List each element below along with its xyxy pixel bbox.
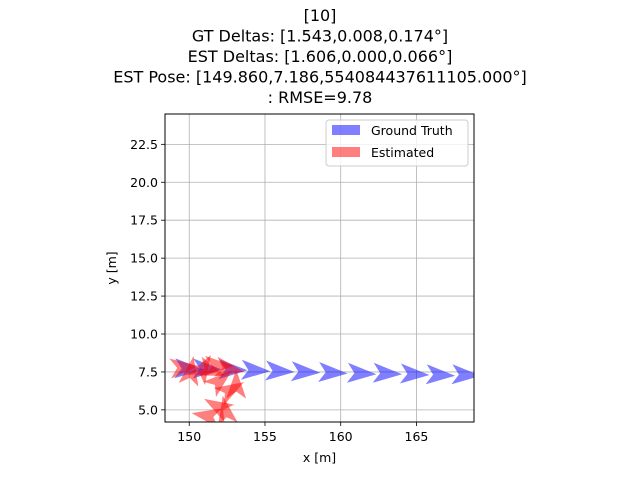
ground-truth-pose-arrow xyxy=(346,362,377,383)
legend-label-estimated: Estimated xyxy=(371,145,434,160)
ground-truth-pose-arrow xyxy=(240,359,271,380)
estimated-pose-arrow xyxy=(178,356,199,387)
estimated-pose-arrow xyxy=(191,408,222,422)
y-tick-label: 22.5 xyxy=(130,137,158,152)
legend-box xyxy=(325,119,469,167)
ground-truth-pose-arrow xyxy=(265,360,295,381)
data-series xyxy=(169,355,474,422)
estimated-pose-arrow xyxy=(226,369,247,399)
ground-truth-pose-arrow xyxy=(451,364,474,385)
legend-swatch-ground-truth xyxy=(332,125,360,135)
x-axis-label: x [m] xyxy=(303,450,336,465)
legend-label-ground-truth: Ground Truth xyxy=(371,123,453,138)
title-line-3: EST Pose: [149.860,7.186,554084437611105… xyxy=(113,68,527,87)
x-tick-label: 165 xyxy=(405,429,429,444)
y-tick-label: 5.0 xyxy=(138,402,158,417)
ground-truth-pose-arrow xyxy=(399,363,430,384)
x-tick-label: 150 xyxy=(177,429,201,444)
estimated-pose-arrow xyxy=(205,355,235,376)
estimated-pose-arrow xyxy=(203,370,232,398)
y-tick-label: 10.0 xyxy=(130,327,158,342)
ground-truth-pose-arrow xyxy=(372,362,403,383)
ground-truth-pose-arrow xyxy=(290,361,321,382)
title-line-4: : RMSE=9.78 xyxy=(268,88,373,107)
y-tick-label: 17.5 xyxy=(130,213,158,228)
y-tick-label: 20.0 xyxy=(130,175,158,190)
title-line-1: GT Deltas: [1.543,0.008,0.174°] xyxy=(192,27,448,46)
chart-title: [10] GT Deltas: [1.543,0.008,0.174°]EST D… xyxy=(113,6,527,107)
ground-truth-pose-arrow xyxy=(425,364,456,385)
y-axis-label: y [m] xyxy=(104,251,119,284)
x-tick-label: 155 xyxy=(253,429,277,444)
y-axis-ticks: 5.0 7.5 10.0 12.5 15.0 17.5 20.0 22.5 xyxy=(130,137,165,417)
title-line-0: [10] xyxy=(304,6,337,25)
x-tick-label: 160 xyxy=(329,429,353,444)
legend: Ground Truth Estimated xyxy=(325,119,469,167)
y-tick-label: 15.0 xyxy=(130,251,158,266)
y-tick-label: 12.5 xyxy=(130,289,158,304)
estimated-pose-arrow xyxy=(217,395,238,422)
estimated-pose-arrow xyxy=(169,358,200,379)
ground-truth-pose-arrow xyxy=(318,362,348,382)
plot-frame xyxy=(164,113,475,423)
title-line-2: EST Deltas: [1.606,0.000,0.066°] xyxy=(188,47,453,66)
x-axis-ticks: 150 155 160 165 xyxy=(177,422,428,444)
legend-swatch-estimated xyxy=(332,147,360,157)
y-tick-label: 7.5 xyxy=(138,364,158,379)
series-estimated xyxy=(169,355,247,422)
